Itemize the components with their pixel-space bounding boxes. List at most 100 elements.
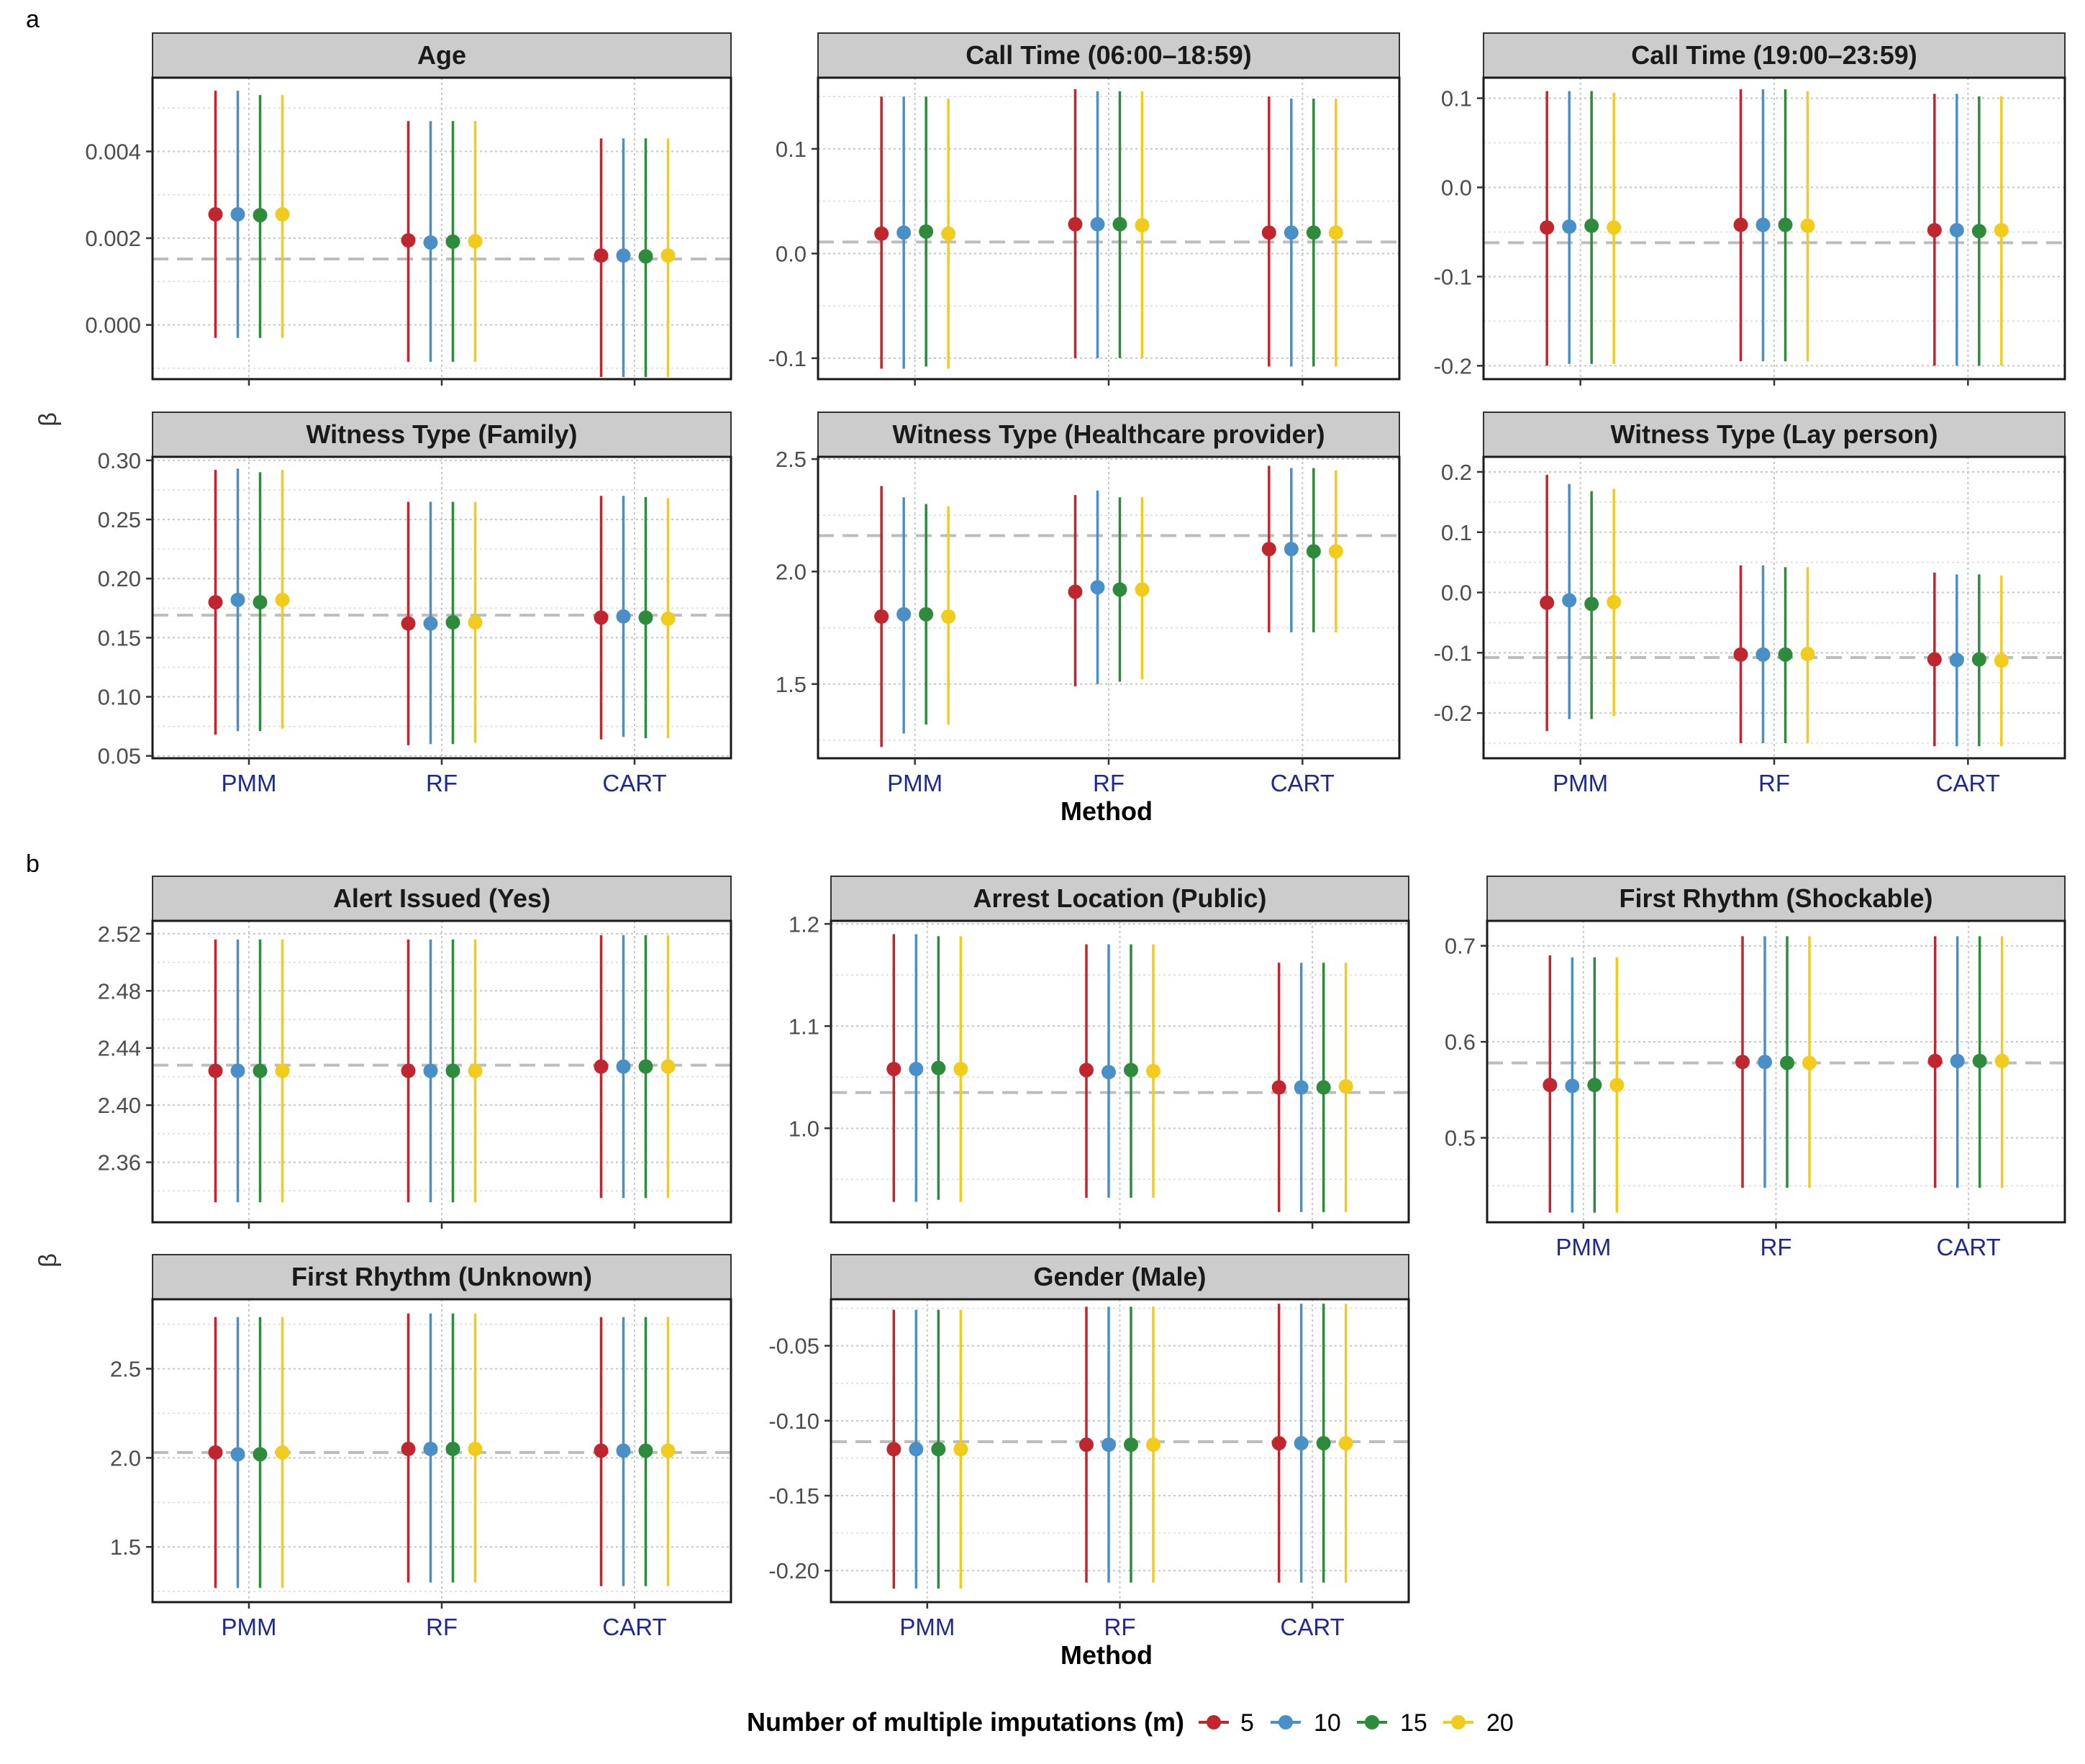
legend-label-10: 10 xyxy=(1314,1709,1341,1737)
point-m5 xyxy=(1261,542,1276,557)
x-tick-label-pmm: PMM xyxy=(1555,1234,1611,1260)
point-m10 xyxy=(1562,219,1577,235)
y-tick-label: -0.1 xyxy=(1434,264,1472,289)
point-m20 xyxy=(941,609,956,624)
point-m10 xyxy=(423,235,438,250)
point-m5 xyxy=(401,233,416,248)
x-tick-label-pmm: PMM xyxy=(222,1614,277,1640)
plot-background xyxy=(831,921,1409,1222)
point-m5 xyxy=(208,595,223,610)
point-m5 xyxy=(1927,652,1942,667)
point-m15 xyxy=(1306,544,1321,559)
point-m15 xyxy=(931,1060,946,1076)
point-m5 xyxy=(1079,1437,1094,1452)
point-m20 xyxy=(468,234,483,249)
facet-title: Age xyxy=(417,40,466,70)
point-m10 xyxy=(616,248,631,263)
x-tick-label-cart: CART xyxy=(1936,770,2000,796)
legend-key-point-10 xyxy=(1278,1715,1293,1729)
point-m20 xyxy=(1146,1437,1160,1452)
point-m20 xyxy=(1146,1063,1160,1078)
legend-item-10: 10 xyxy=(1271,1709,1341,1737)
point-m15 xyxy=(445,1063,460,1078)
point-m15 xyxy=(445,615,460,630)
facet-strip xyxy=(1483,32,2066,78)
point-m5 xyxy=(594,610,609,625)
facet-title: Witness Type (Healthcare provider) xyxy=(892,419,1325,449)
x-tick-label-cart: CART xyxy=(602,770,666,796)
plot-background xyxy=(153,78,731,379)
point-m10 xyxy=(1950,1053,1965,1068)
point-m15 xyxy=(1972,1053,1987,1068)
legend-key-point-5 xyxy=(1207,1715,1221,1729)
y-tick-label: 0.0 xyxy=(1441,175,1472,200)
point-m10 xyxy=(1565,1078,1580,1094)
facet-title: Gender (Male) xyxy=(1033,1262,1206,1291)
point-m5 xyxy=(886,1442,901,1457)
point-m5 xyxy=(208,1063,223,1078)
point-m10 xyxy=(1755,217,1771,232)
x-tick-label-cart: CART xyxy=(602,1614,666,1640)
point-m10 xyxy=(1090,217,1105,232)
point-m10 xyxy=(616,1059,631,1074)
point-m20 xyxy=(660,1059,676,1074)
panel-label-b: b xyxy=(26,850,40,878)
point-m5 xyxy=(594,248,609,263)
point-m10 xyxy=(1294,1436,1309,1451)
point-m15 xyxy=(638,249,653,264)
point-m15 xyxy=(919,606,934,622)
y-tick-label: 2.48 xyxy=(98,978,141,1004)
point-m5 xyxy=(1068,217,1083,232)
point-m5 xyxy=(1068,584,1083,599)
point-m15 xyxy=(1124,1063,1138,1078)
point-m5 xyxy=(594,1059,609,1074)
x-tick-label-cart: CART xyxy=(1281,1614,1345,1640)
point-m20 xyxy=(1800,647,1815,662)
x-tick-label-rf: RF xyxy=(1104,1614,1136,1640)
point-m15 xyxy=(1584,596,1599,612)
panel-first-rhythm-unknown: First Rhythm (Unknown) 1.5 2.0 2.5 PMM RF CART xyxy=(110,1254,732,1640)
point-m5 xyxy=(1540,220,1555,235)
point-m15 xyxy=(253,1063,268,1078)
x-tick-label-rf: RF xyxy=(1093,770,1125,796)
y-tick-label: 1.1 xyxy=(789,1014,819,1039)
point-m15 xyxy=(1306,225,1321,240)
point-m5 xyxy=(1735,1055,1750,1070)
point-m20 xyxy=(275,206,290,222)
panel-label-a: a xyxy=(26,6,40,33)
y-tick-label: 0.1 xyxy=(1441,86,1472,112)
panel-alert-issued-yes: Alert Issued (Yes) 2.36 2.40 2.44 2.48 2.52 xyxy=(98,876,732,1229)
panel-gender-male: Gender (Male) -0.20 -0.15 -0.10 -0.05 PMM RF CA… xyxy=(768,1254,1410,1640)
point-m10 xyxy=(1949,653,1964,668)
y-tick-label: 2.0 xyxy=(776,559,807,584)
point-m10 xyxy=(230,592,245,607)
point-m5 xyxy=(1927,222,1942,237)
point-m10 xyxy=(1101,1065,1116,1080)
point-m20 xyxy=(1338,1436,1353,1451)
y-tick-label: 1.0 xyxy=(789,1116,819,1141)
y-tick-label: 0.002 xyxy=(85,226,141,251)
y-tick-label: 0.1 xyxy=(1441,520,1472,545)
y-tick-label: 0.7 xyxy=(1445,934,1476,959)
point-m20 xyxy=(275,592,290,607)
legend-label-15: 15 xyxy=(1400,1709,1427,1737)
point-m10 xyxy=(896,606,912,622)
point-m10 xyxy=(1090,580,1105,595)
y-tick-label: 0.05 xyxy=(98,744,141,769)
point-m10 xyxy=(230,206,245,222)
point-m5 xyxy=(208,1445,223,1460)
plot-background xyxy=(153,457,731,758)
point-m5 xyxy=(1271,1436,1286,1451)
facet-title: Witness Type (Lay person) xyxy=(1610,419,1938,449)
facet-strip xyxy=(152,412,732,458)
point-m10 xyxy=(423,616,438,631)
y-tick-label: -0.2 xyxy=(1434,353,1472,378)
point-m5 xyxy=(401,616,416,631)
y-tick-label: 2.44 xyxy=(98,1036,141,1061)
plot-background xyxy=(818,457,1399,758)
point-m20 xyxy=(468,1063,483,1078)
y-axis-label-b: β xyxy=(35,1253,62,1268)
point-m5 xyxy=(401,1442,416,1457)
point-m10 xyxy=(909,1061,924,1076)
